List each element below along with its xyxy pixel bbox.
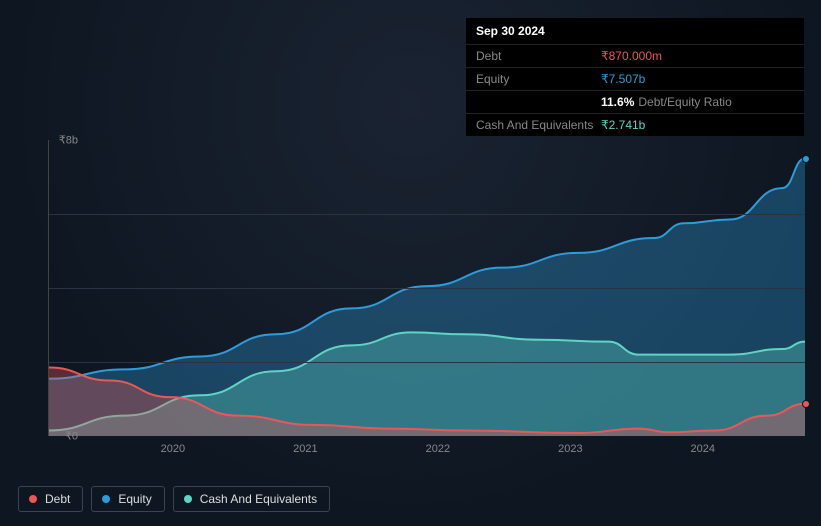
legend-dot-icon xyxy=(102,495,110,503)
y-axis-label: ₹8b xyxy=(48,134,78,147)
tooltip-row: 11.6%Debt/Equity Ratio xyxy=(466,91,804,114)
data-tooltip: Sep 30 2024 Debt₹870.000mEquity₹7.507b11… xyxy=(466,18,804,136)
x-axis-label: 2023 xyxy=(558,443,582,455)
tooltip-row: Equity₹7.507b xyxy=(466,68,804,91)
x-axis-label: 2024 xyxy=(691,443,715,455)
tooltip-row-label: Debt xyxy=(476,49,601,63)
tooltip-row-value: 11.6%Debt/Equity Ratio xyxy=(601,95,794,109)
tooltip-date: Sep 30 2024 xyxy=(466,18,804,45)
tooltip-row-label: Equity xyxy=(476,72,601,86)
gridline xyxy=(49,214,805,215)
legend-item[interactable]: Cash And Equivalents xyxy=(173,486,330,512)
legend-item[interactable]: Debt xyxy=(18,486,83,512)
chart-plot-area[interactable] xyxy=(48,140,805,436)
legend-dot-icon xyxy=(29,495,37,503)
gridline xyxy=(49,288,805,289)
legend-item[interactable]: Equity xyxy=(91,486,164,512)
gridline xyxy=(49,362,805,363)
tooltip-row-value: ₹870.000m xyxy=(601,49,794,63)
tooltip-row: Debt₹870.000m xyxy=(466,45,804,68)
x-axis-label: 2020 xyxy=(161,443,185,455)
y-axis-label: ₹0 xyxy=(48,430,78,443)
x-axis-label: 2022 xyxy=(426,443,450,455)
tooltip-row-label xyxy=(476,95,601,109)
legend-label: Cash And Equivalents xyxy=(200,492,317,506)
legend-label: Debt xyxy=(45,492,70,506)
x-axis-label: 2021 xyxy=(293,443,317,455)
chart-container: 2020 2021 2022 2023 2024 ₹0 ₹8b xyxy=(16,120,805,470)
x-axis: 2020 2021 2022 2023 2024 xyxy=(48,443,805,463)
tooltip-row-value: ₹7.507b xyxy=(601,72,794,86)
legend-label: Equity xyxy=(118,492,151,506)
series-end-marker xyxy=(802,400,810,408)
legend-dot-icon xyxy=(184,495,192,503)
series-end-marker xyxy=(802,155,810,163)
legend: Debt Equity Cash And Equivalents xyxy=(18,486,330,512)
